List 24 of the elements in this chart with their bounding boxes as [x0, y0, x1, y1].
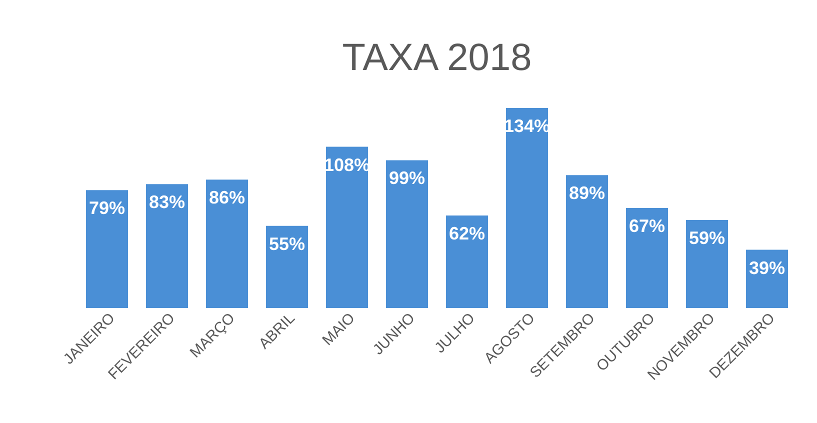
bar — [686, 220, 728, 308]
data-label: 62% — [448, 223, 486, 244]
data-label: 83% — [148, 192, 186, 212]
bar — [506, 108, 548, 308]
bar — [566, 175, 608, 308]
bar — [326, 146, 368, 308]
bar — [86, 190, 128, 308]
data-label: 59% — [688, 228, 726, 248]
data-label: 89% — [568, 183, 606, 204]
bar — [386, 160, 428, 308]
bar — [146, 184, 188, 308]
bar — [206, 180, 248, 308]
data-label: 134% — [504, 116, 550, 136]
bar — [626, 208, 668, 308]
bar — [446, 215, 488, 308]
bar — [266, 226, 308, 308]
data-label: 39% — [748, 258, 786, 278]
data-label: 108% — [324, 154, 370, 175]
data-label: 67% — [628, 216, 666, 236]
data-label: 86% — [208, 188, 246, 208]
data-label: 99% — [388, 168, 426, 188]
chart-title: TAXA 2018 — [342, 37, 532, 79]
data-label: 55% — [268, 234, 306, 254]
data-label: 79% — [88, 198, 126, 218]
